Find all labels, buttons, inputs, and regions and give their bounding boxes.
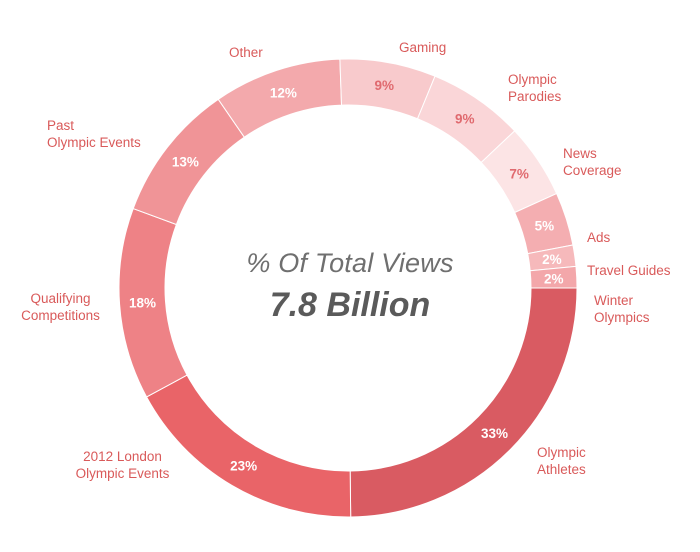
label-other: Other — [229, 45, 263, 60]
slice-2012-london-olympic-events — [145, 374, 352, 518]
label-olympic-athletes: Olympic Athletes — [537, 445, 586, 477]
label-past-olympic-events: Past Olympic Events — [47, 118, 141, 150]
label-qualifying-competitions: Qualifying Competitions — [21, 291, 100, 323]
label-2012-london-olympic-events: 2012 London Olympic Events — [75, 449, 170, 481]
label-news-coverage: News Coverage — [563, 146, 622, 178]
label-travel-guides: Travel Guides — [587, 263, 671, 278]
label-winter-olympics: Winter Olympics — [594, 293, 650, 325]
value-label-news-coverage: 7% — [509, 166, 529, 181]
value-label-past-olympic-events: 13% — [172, 154, 199, 169]
value-label-2012-london-olympic-events: 23% — [230, 459, 257, 474]
value-label-qualifying-competitions: 18% — [129, 296, 156, 311]
center-value: 7.8 Billion — [269, 286, 431, 324]
value-label-ads: 5% — [535, 219, 555, 234]
value-label-travel-guides: 2% — [542, 252, 562, 267]
value-label-olympic-athletes: 33% — [481, 426, 508, 441]
value-label-olympic-parodies: 9% — [455, 111, 475, 126]
value-label-winter-olympics: 2% — [544, 271, 564, 286]
label-gaming: Gaming — [399, 40, 447, 55]
label-olympic-parodies: Olympic Parodies — [508, 72, 562, 104]
value-label-gaming: 9% — [375, 78, 395, 93]
label-ads: Ads — [587, 230, 611, 245]
center-title: % Of Total Views — [246, 248, 454, 278]
slice-winter-olympics — [529, 265, 578, 289]
value-label-other: 12% — [270, 85, 297, 100]
